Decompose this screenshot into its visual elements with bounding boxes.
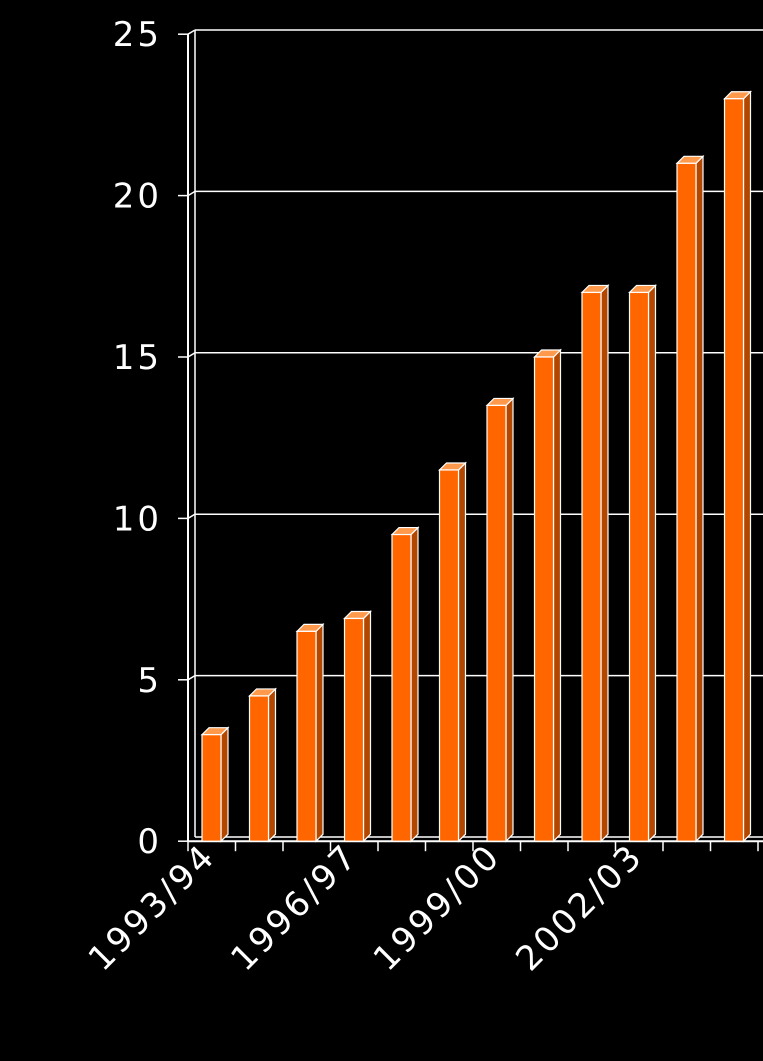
bar-front bbox=[296, 630, 317, 842]
bar bbox=[485, 396, 515, 843]
y-tick: 10 bbox=[113, 499, 162, 539]
y-tick: 15 bbox=[113, 338, 162, 378]
y-tick-label: 0 bbox=[137, 822, 162, 862]
y-tick: 0 bbox=[137, 822, 162, 862]
y-tick: 25 bbox=[113, 15, 162, 55]
bar-side bbox=[505, 396, 514, 843]
bar bbox=[675, 154, 705, 843]
y-tick-label: 25 bbox=[113, 15, 162, 55]
bar bbox=[343, 610, 372, 843]
y-tick: 5 bbox=[137, 661, 162, 701]
bar-front bbox=[248, 695, 270, 842]
bar-side bbox=[600, 283, 609, 843]
bar bbox=[438, 461, 467, 843]
bar-front bbox=[581, 291, 602, 842]
bar bbox=[533, 348, 562, 843]
gridline-depth bbox=[187, 674, 196, 681]
axes bbox=[187, 30, 763, 843]
x-tick-label: 1999/00 bbox=[366, 836, 509, 979]
bar-side bbox=[552, 348, 562, 843]
x-tick-label: 1996/97 bbox=[223, 836, 366, 979]
y-tick-label: 10 bbox=[113, 499, 162, 539]
y-tick-label: 5 bbox=[137, 661, 162, 701]
bar-front bbox=[676, 162, 697, 842]
bar bbox=[723, 90, 752, 843]
y-tick-label: 15 bbox=[113, 338, 162, 378]
bar bbox=[295, 622, 325, 843]
bar bbox=[580, 283, 610, 843]
x-tick-label: 2002/03 bbox=[508, 836, 651, 979]
bar-side bbox=[647, 283, 657, 843]
bar-front bbox=[438, 469, 460, 842]
bar-side bbox=[742, 90, 752, 843]
bar-front bbox=[343, 617, 365, 842]
gridline-depth bbox=[187, 190, 196, 197]
bars bbox=[200, 90, 752, 843]
bar bbox=[248, 687, 277, 843]
bar bbox=[200, 726, 230, 843]
bar bbox=[628, 283, 657, 843]
gridline-depth bbox=[187, 29, 196, 35]
bar-side bbox=[695, 154, 704, 843]
bar bbox=[390, 526, 420, 843]
gridline-depth bbox=[187, 352, 196, 358]
bar-front bbox=[391, 533, 412, 842]
gridline-depth bbox=[187, 513, 196, 520]
bar-front bbox=[628, 291, 650, 842]
bar-front bbox=[486, 404, 507, 842]
y-axis-ticks: 0 5 10 15 20 25 bbox=[113, 15, 188, 862]
y-tick: 20 bbox=[113, 177, 162, 217]
gridlines bbox=[187, 29, 763, 681]
x-axis-ticks: 1993/94 1996/97 1999/00 2002/03 bbox=[81, 836, 759, 979]
bar-side bbox=[457, 461, 467, 843]
bar-side bbox=[220, 726, 229, 843]
bar-side bbox=[315, 622, 324, 843]
bar-front bbox=[533, 356, 555, 842]
y-tick-label: 20 bbox=[113, 177, 162, 217]
bar-side bbox=[410, 526, 419, 843]
bar-side bbox=[267, 687, 277, 843]
bar-front bbox=[201, 734, 222, 842]
bar-front bbox=[723, 98, 745, 842]
bar-side bbox=[362, 610, 372, 843]
